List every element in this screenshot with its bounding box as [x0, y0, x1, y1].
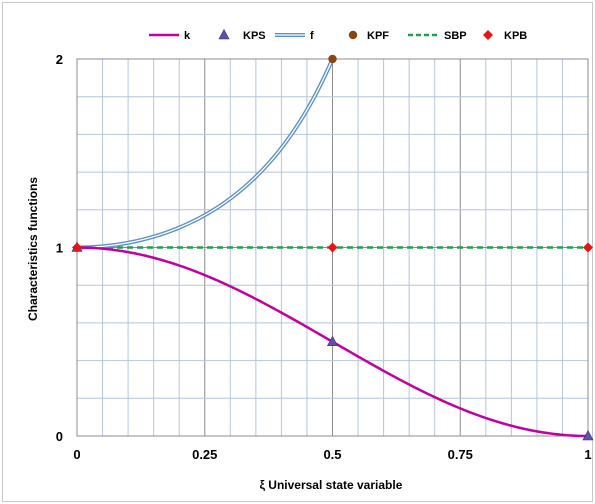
legend-item-kps: KPS: [218, 28, 266, 42]
x-tick-label: 0.75: [448, 447, 473, 462]
x-axis-title: ξ Universal state variable: [260, 478, 403, 492]
legend-item-kpb: KPB: [483, 30, 527, 42]
legend: k KPS f KPF SBP KPB: [149, 28, 527, 42]
legend-label-kpb: KPB: [504, 30, 527, 42]
y-tick-label: 2: [56, 52, 63, 67]
legend-symbol-kpb: [483, 30, 493, 40]
legend-label-sbp: SBP: [444, 30, 467, 42]
legend-item-sbp: SBP: [408, 30, 467, 42]
tick-layer: 0 0.25 0.5 0.75 1 0 1 2: [56, 52, 592, 462]
legend-label-f: f: [310, 30, 314, 42]
legend-item-k: k: [149, 30, 191, 42]
legend-item-kpf: KPF: [348, 30, 389, 42]
series-kpb-marker: [583, 242, 593, 253]
x-tick-label: 0: [73, 447, 80, 462]
y-tick-label: 1: [56, 241, 63, 256]
y-tick-label: 0: [56, 429, 63, 444]
y-axis-title: Characteristics functions: [26, 177, 40, 321]
series-kpf-marker: [328, 54, 337, 64]
x-tick-label: 0.25: [192, 447, 217, 462]
x-tick-label: 0.5: [323, 447, 341, 462]
series-f-line-inner: [76, 58, 334, 249]
chart-svg: 0 0.25 0.5 0.75 1 0 1 2 ξ Universal state varia…: [26, 28, 594, 492]
x-tick-label: 1: [584, 447, 591, 462]
series-kps-marker: [327, 335, 338, 347]
legend-label-kpf: KPF: [367, 30, 389, 42]
legend-label-k: k: [184, 30, 191, 42]
legend-symbol-kpf: [348, 30, 358, 40]
series-kpb-marker: [72, 242, 82, 253]
marker-layer: [71, 54, 594, 441]
series-kps-marker: [582, 429, 594, 441]
series-kpb-marker: [327, 242, 338, 253]
legend-item-f: f: [275, 30, 314, 42]
legend-label-kps: KPS: [243, 30, 266, 42]
legend-symbol-kps: [218, 28, 230, 40]
